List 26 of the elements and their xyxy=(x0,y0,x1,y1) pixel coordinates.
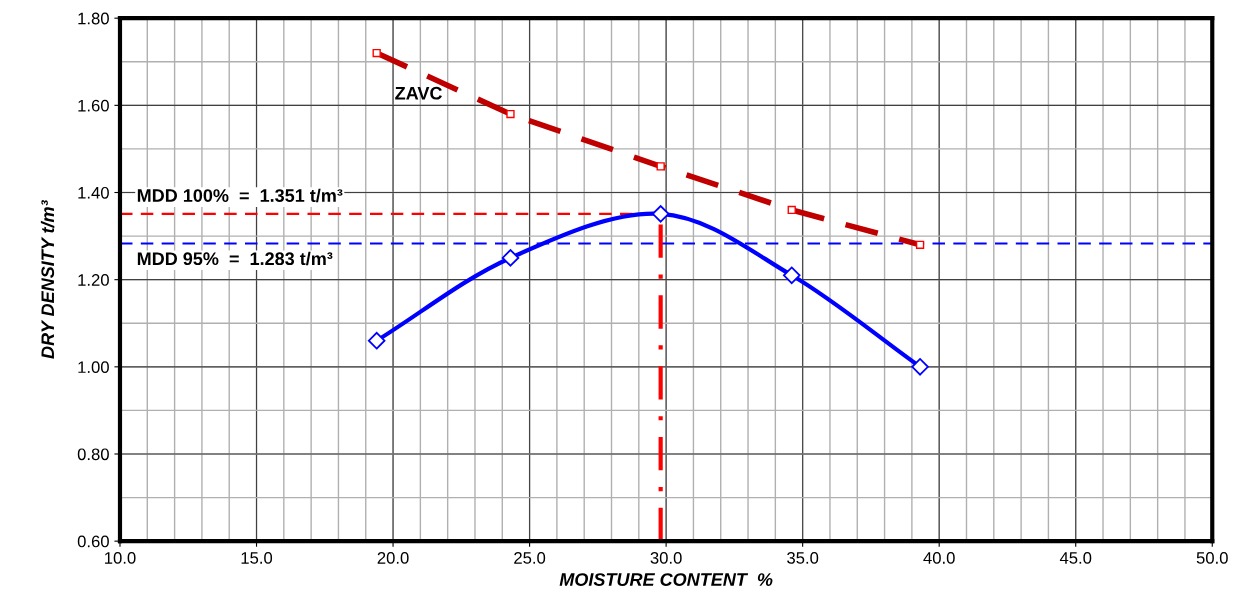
ref-line-label: MDD 95% = 1.283 t/m³ xyxy=(137,251,333,266)
series-label: ZAVC xyxy=(395,86,442,100)
x-tick-label: 10.0 xyxy=(105,552,136,564)
y-tick-label: 1.80 xyxy=(78,12,109,25)
x-tick-label: 20.0 xyxy=(377,552,409,564)
point xyxy=(651,205,670,223)
x-tick-label: 15.0 xyxy=(241,552,273,564)
ref-line-label: MDD 100% = 1.351 t/m³ xyxy=(137,188,343,203)
y-tick-label: 1.00 xyxy=(78,361,109,374)
point xyxy=(782,266,801,285)
y-tick-label: 1.40 xyxy=(78,186,109,199)
x-axis-title: MOISTURE CONTENT % xyxy=(559,573,773,586)
x-tick-label: 40.0 xyxy=(923,552,955,564)
x-tick-label: 30.0 xyxy=(650,552,682,564)
point xyxy=(911,358,929,376)
y-axis-title: DRY DENSITY t/m³ xyxy=(40,200,55,359)
y-tick-label: 0.80 xyxy=(77,448,109,461)
point xyxy=(367,331,386,350)
x-tick-label: 35.0 xyxy=(787,552,819,564)
point xyxy=(501,249,520,267)
x-tick-label: 45.0 xyxy=(1059,552,1092,564)
x-tick-label: 25.0 xyxy=(514,552,546,564)
y-tick-label: 0.60 xyxy=(77,535,109,548)
y-tick-label: 1.60 xyxy=(78,99,109,112)
x-tick-label: 50.0 xyxy=(1196,552,1228,564)
y-tick-label: 1.20 xyxy=(78,274,109,286)
